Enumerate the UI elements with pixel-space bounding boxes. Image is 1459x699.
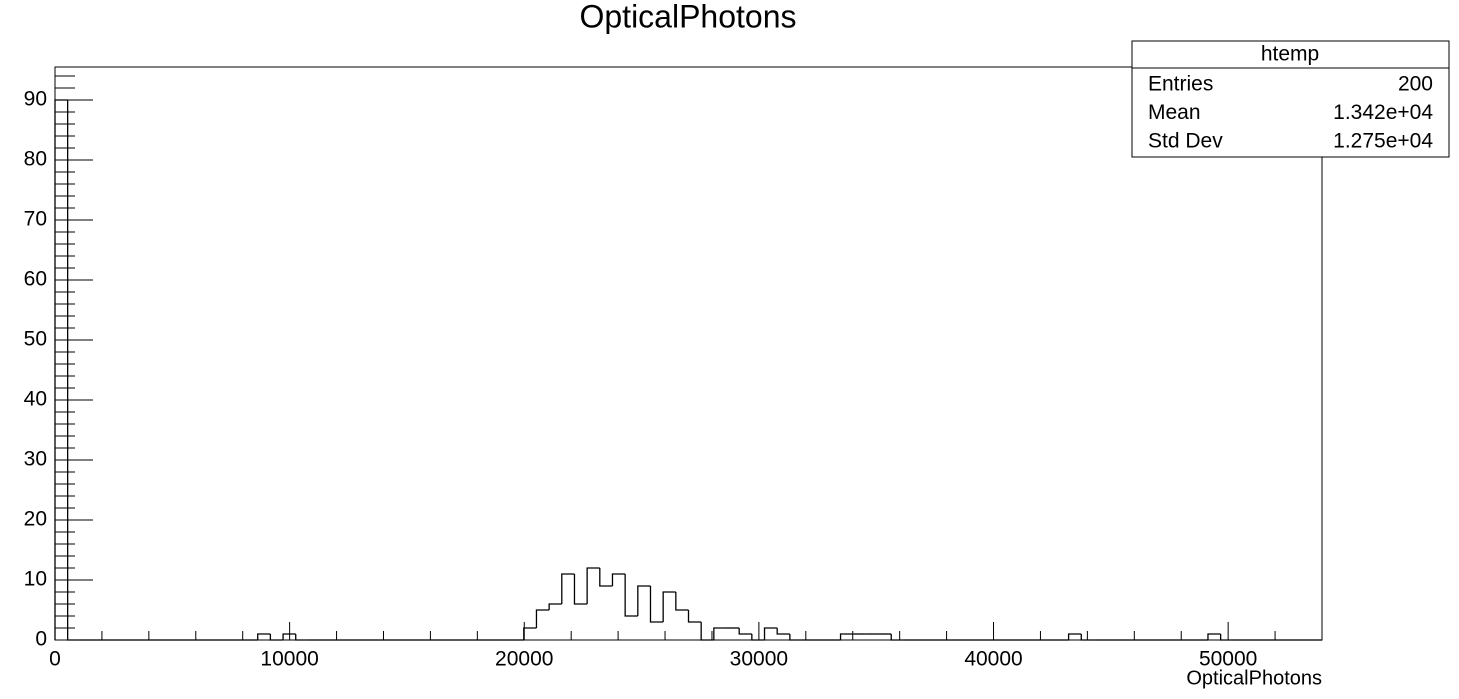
histogram-bin (269, 634, 284, 641)
histogram-bin (573, 574, 588, 605)
stats-title: htemp (1261, 43, 1319, 66)
histogram-bin (738, 628, 752, 635)
histogram-bin (561, 573, 575, 604)
y-tick-label: 80 (24, 148, 47, 171)
histogram-bin (586, 567, 600, 604)
histogram-bin (611, 573, 626, 586)
histogram-bin (295, 634, 309, 641)
stats-label: Entries (1148, 73, 1213, 96)
stats-value: 200 (1398, 73, 1433, 96)
y-tick-label: 10 (24, 568, 47, 591)
histogram-bin (751, 634, 765, 641)
x-tick-label: 0 (49, 648, 61, 671)
y-tick-label: 40 (24, 388, 47, 411)
y-tick-label: 50 (24, 328, 47, 351)
histogram-bin (1080, 634, 1094, 641)
x-tick-label: 20000 (495, 648, 553, 671)
y-tick-label: 20 (24, 508, 47, 531)
histogram-bin (637, 585, 651, 616)
histogram-bin (763, 627, 778, 640)
y-tick-label: 70 (24, 208, 47, 231)
histogram-bin (890, 634, 904, 641)
y-tick-label: 30 (24, 448, 47, 471)
histogram-bin (624, 574, 638, 617)
stats-value: 1.342e+04 (1333, 101, 1433, 124)
stats-label: Mean (1148, 101, 1201, 124)
histogram-bin (687, 610, 702, 623)
x-tick-label: 50000 (1199, 648, 1257, 671)
stats-label: Std Dev (1148, 130, 1223, 153)
histogram-bin (662, 591, 676, 622)
x-tick-label: 10000 (260, 648, 318, 671)
y-tick-label: 60 (24, 268, 47, 291)
x-tick-label: 40000 (964, 648, 1022, 671)
histogram-bin (1067, 633, 1082, 640)
y-tick-label: 90 (24, 88, 47, 111)
histogram-bin (675, 592, 689, 611)
histogram-bin (535, 609, 550, 628)
stats-box (1131, 40, 1450, 158)
histogram-bin (649, 586, 664, 623)
histogram-bin (282, 633, 296, 640)
y-tick-label: 0 (35, 628, 47, 651)
histogram-bin (713, 627, 727, 640)
histogram-bin (1219, 634, 1234, 641)
stats-value: 1.275e+04 (1333, 130, 1433, 153)
x-axis-label: OpticalPhotons (1186, 667, 1322, 689)
histogram-bin (839, 633, 854, 640)
histogram-bin (599, 568, 613, 587)
chart-title: OpticalPhotons (579, 0, 796, 34)
histogram-bin (523, 627, 537, 640)
histogram-bin (700, 622, 714, 641)
histogram-bin (67, 100, 81, 641)
histogram-bin (776, 628, 790, 635)
histogram-bin (1207, 633, 1221, 640)
histogram-bin (54, 99, 68, 640)
histogram-bin (257, 633, 271, 640)
histogram-bin (548, 603, 562, 610)
x-tick-label: 30000 (730, 648, 788, 671)
histogram-bin (789, 634, 803, 641)
